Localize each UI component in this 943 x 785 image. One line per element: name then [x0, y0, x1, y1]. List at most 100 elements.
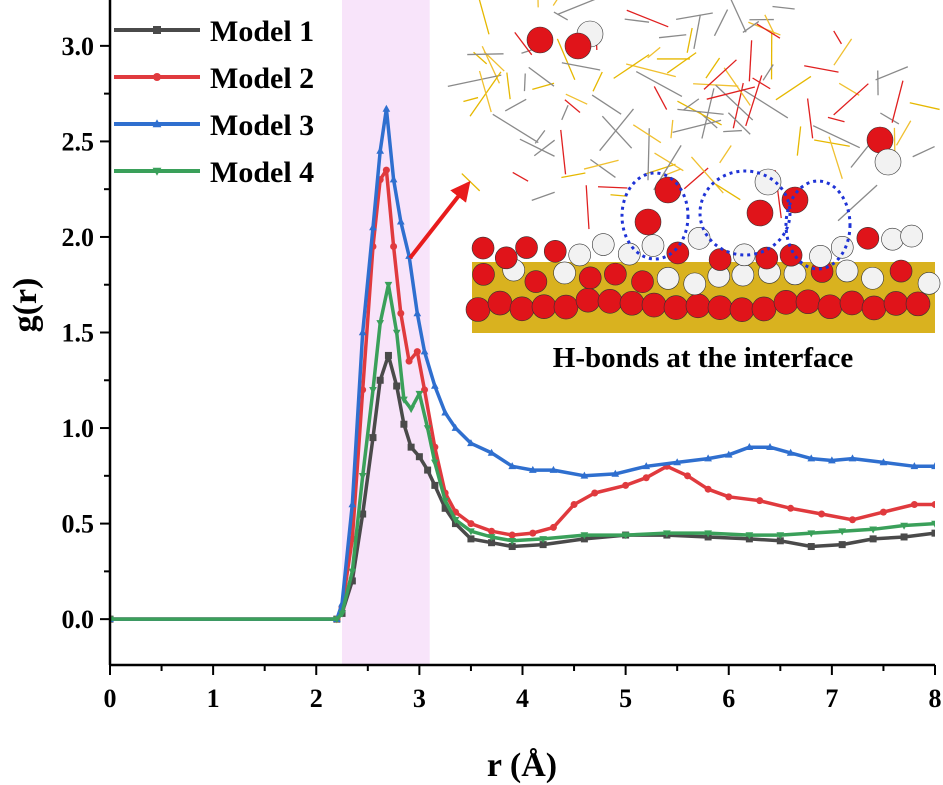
water-stick-network — [447, 0, 940, 230]
atom — [751, 296, 777, 322]
data-point — [488, 539, 496, 547]
bond-stick — [891, 80, 904, 123]
atom — [509, 296, 535, 322]
bond-stick — [583, 159, 619, 170]
bond-stick — [775, 75, 812, 101]
atom — [568, 243, 592, 267]
atom — [543, 239, 567, 263]
data-point — [405, 357, 413, 365]
y-tick-label: 2.5 — [62, 127, 95, 156]
data-point — [424, 466, 432, 474]
bond-stick — [912, 145, 935, 158]
data-point — [838, 528, 847, 536]
atom — [755, 246, 779, 270]
series-line-1 — [110, 353, 935, 621]
atom — [465, 297, 491, 322]
data-point — [786, 448, 795, 456]
bond-stick — [719, 145, 732, 164]
atom — [783, 262, 807, 286]
atom — [707, 295, 733, 321]
data-point — [407, 406, 415, 414]
atom — [861, 295, 887, 321]
data-point — [382, 166, 390, 174]
data-point — [423, 425, 432, 433]
data-point — [441, 497, 450, 505]
bond-stick — [519, 138, 555, 157]
legend-item-3: Model 3 — [114, 109, 314, 142]
bond-stick — [880, 112, 900, 125]
atom — [515, 236, 538, 259]
y-tick-label: 0.0 — [62, 605, 95, 634]
data-point — [451, 516, 460, 524]
bond-stick — [590, 158, 616, 178]
atom — [687, 227, 711, 250]
bond-stick — [624, 18, 650, 23]
pointer-arrow — [408, 180, 471, 260]
x-axis-title: r (Å) — [487, 747, 557, 784]
bond-stick — [644, 163, 676, 175]
data-point — [549, 523, 557, 531]
data-point — [828, 456, 836, 464]
data-point — [642, 474, 650, 482]
data-point — [400, 420, 408, 428]
legend-item-4: Model 4 — [114, 156, 314, 189]
data-point — [591, 489, 599, 497]
atom — [526, 26, 554, 54]
atom — [531, 294, 557, 319]
bond-stick — [556, 38, 576, 81]
bond-stick — [591, 94, 622, 115]
atom — [494, 246, 518, 270]
bond-stick — [447, 74, 502, 88]
bond-stick — [715, 183, 741, 201]
data-point — [415, 390, 424, 398]
x-tick-label: 4 — [516, 684, 529, 713]
bond-stick — [654, 152, 684, 172]
atom — [666, 241, 690, 265]
bond-stick — [686, 27, 693, 53]
data-point — [487, 448, 496, 456]
bond-stick — [565, 93, 588, 105]
data-point — [389, 175, 398, 183]
legend: Model 1 Model 2 Model 3 Model 4 — [114, 15, 314, 189]
atom — [654, 176, 682, 204]
bond-stick — [592, 71, 603, 92]
data-point — [776, 532, 785, 540]
bond-stick — [561, 62, 601, 71]
data-point — [818, 510, 826, 518]
data-point — [611, 469, 620, 477]
data-point — [348, 568, 357, 576]
data-point — [393, 382, 401, 390]
bond-stick — [528, 66, 555, 87]
data-point — [376, 146, 385, 154]
atom — [839, 290, 865, 316]
data-point — [807, 530, 816, 538]
data-point — [900, 522, 908, 530]
atom — [917, 272, 941, 295]
x-tick-label: 0 — [104, 684, 117, 713]
bond-stick — [514, 31, 533, 56]
data-point — [407, 443, 415, 451]
y-axis-ticks: 0.0 0.5 1.0 1.5 2.0 2.5 3.0 — [62, 32, 110, 634]
atom — [708, 248, 732, 271]
data-point — [431, 481, 439, 489]
data-point — [756, 497, 764, 505]
bond-stick — [772, 5, 795, 10]
data-point — [333, 616, 341, 624]
data-point — [745, 442, 754, 450]
bond-stick — [625, 63, 676, 78]
atom — [773, 289, 799, 315]
series-4 — [110, 281, 935, 624]
bond-stick — [828, 136, 843, 179]
data-point — [467, 520, 475, 528]
atom — [729, 297, 755, 322]
data-point — [529, 529, 537, 537]
bond-stick — [701, 88, 715, 139]
atom — [779, 243, 803, 267]
bond-stick — [478, 0, 490, 35]
data-point — [430, 459, 439, 467]
data-point — [441, 408, 450, 416]
atom — [641, 234, 665, 257]
atom — [883, 291, 909, 316]
data-point — [838, 541, 846, 549]
data-point — [400, 396, 408, 404]
